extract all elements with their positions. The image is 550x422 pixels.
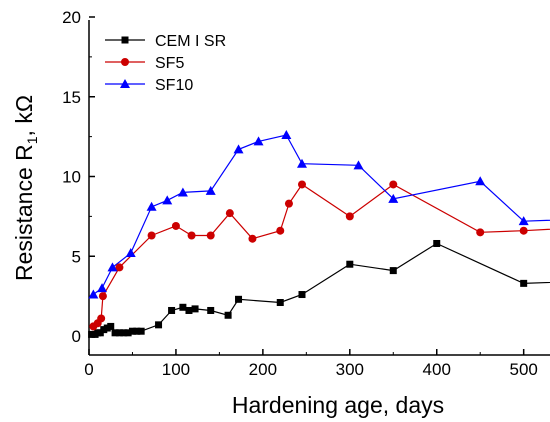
data-point-cem-i-sr [207, 306, 215, 314]
data-point-sf10 [475, 176, 486, 186]
data-point-cem-i-sr [107, 322, 115, 330]
legend: CEM I SR SF5 SF10 [105, 33, 226, 94]
data-point-sf10 [205, 185, 216, 195]
legend-item-sf10: SF10 [105, 77, 193, 94]
data-point-sf5 [284, 199, 293, 208]
legend-label: CEM I SR [155, 33, 226, 50]
x-tick-label: 500 [509, 360, 537, 379]
data-point-sf5 [476, 228, 485, 237]
data-point-cem-i-sr [298, 291, 306, 299]
data-point-cem-i-sr [185, 306, 193, 314]
x-tick-label: 300 [336, 360, 364, 379]
data-point-cem-i-sr [235, 295, 243, 303]
x-tick-label: 0 [84, 360, 93, 379]
series-line-sf10 [92, 134, 550, 295]
data-point-cem-i-sr [155, 321, 163, 329]
data-point-cem-i-sr [224, 311, 232, 319]
data-point-cem-i-sr [120, 329, 128, 337]
data-point-sf5 [97, 314, 106, 323]
legend-marker [121, 36, 129, 44]
data-point-sf10 [518, 216, 529, 226]
x-tick-label: 100 [162, 360, 190, 379]
data-point-sf10 [97, 283, 108, 293]
x-tick-label: 400 [423, 360, 451, 379]
legend-marker [121, 58, 129, 66]
data-point-sf10 [388, 193, 399, 203]
data-point-sf5 [171, 221, 180, 230]
data-point-cem-i-sr [433, 239, 441, 247]
y-axis-title-main: Resistance R [11, 144, 37, 281]
data-point-cem-i-sr [111, 329, 119, 337]
y-tick-label: 0 [72, 327, 81, 346]
data-point-cem-i-sr [133, 327, 141, 335]
data-point-sf10 [353, 160, 364, 170]
data-point-cem-i-sr [115, 329, 123, 337]
series-line-sf5 [92, 183, 550, 327]
data-point-sf5 [519, 226, 528, 235]
data-point-sf5 [206, 231, 215, 240]
series-markers [88, 130, 529, 338]
series-line-cem-i-sr [91, 242, 550, 335]
legend-item-cem-i-sr: CEM I SR [105, 33, 226, 50]
data-point-sf5 [187, 231, 196, 240]
y-axis-title-subscript: 1 [24, 136, 40, 144]
data-point-cem-i-sr [346, 260, 354, 268]
legend-label: SF5 [155, 55, 184, 72]
legend-marker [120, 79, 130, 88]
data-point-sf10 [162, 195, 173, 205]
y-tick-label: 15 [62, 88, 81, 107]
x-axis-title: Hardening age, days [232, 392, 444, 418]
legend-label: SF10 [155, 77, 193, 94]
data-point-cem-i-sr [168, 306, 176, 314]
y-axis-title-unit: , kΩ [11, 95, 37, 136]
y-tick-label: 10 [62, 168, 81, 187]
data-point-sf5 [389, 180, 398, 189]
data-point-sf10 [88, 289, 99, 299]
data-point-sf5 [248, 234, 257, 243]
legend-item-sf5: SF5 [105, 55, 184, 72]
data-point-cem-i-sr [520, 279, 528, 287]
y-tick-label: 20 [62, 8, 81, 27]
data-point-sf5 [147, 231, 156, 240]
data-point-sf10 [125, 248, 136, 258]
x-ticks: 0100200300400500600 [84, 349, 538, 379]
data-point-sf10 [233, 144, 244, 154]
data-point-sf5 [225, 209, 234, 218]
y-ticks: 0 5 10 15 20 [62, 8, 95, 346]
data-point-sf5 [115, 263, 124, 272]
data-point-sf5 [297, 180, 306, 189]
data-point-sf10 [146, 201, 157, 211]
data-point-sf10 [177, 187, 188, 197]
data-point-sf5 [98, 292, 107, 301]
y-tick-label: 5 [72, 247, 81, 266]
data-point-cem-i-sr [276, 299, 284, 307]
data-point-cem-i-sr [179, 303, 187, 311]
data-point-sf5 [276, 226, 285, 235]
data-point-cem-i-sr [389, 267, 397, 275]
data-point-cem-i-sr [191, 305, 199, 313]
data-point-sf10 [107, 262, 118, 272]
x-tick-label: 200 [249, 360, 277, 379]
y-axis-title: Resistance R1, kΩ [11, 95, 40, 281]
data-point-cem-i-sr [124, 329, 132, 337]
data-point-cem-i-sr [128, 327, 136, 335]
data-point-sf10 [253, 136, 264, 146]
data-point-sf10 [296, 158, 307, 168]
data-point-cem-i-sr [137, 327, 145, 335]
data-point-sf5 [345, 212, 354, 221]
data-point-sf10 [281, 130, 292, 140]
